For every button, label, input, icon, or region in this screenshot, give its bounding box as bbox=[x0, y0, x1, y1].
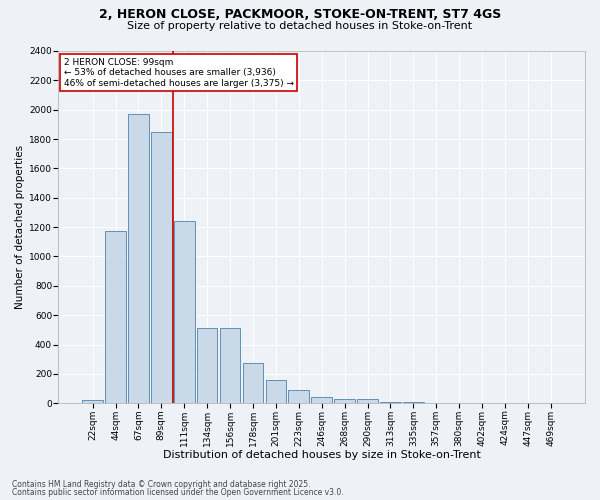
Text: Size of property relative to detached houses in Stoke-on-Trent: Size of property relative to detached ho… bbox=[127, 21, 473, 31]
Bar bbox=[82, 400, 103, 403]
Text: 2 HERON CLOSE: 99sqm
← 53% of detached houses are smaller (3,936)
46% of semi-de: 2 HERON CLOSE: 99sqm ← 53% of detached h… bbox=[64, 58, 293, 88]
Bar bbox=[426, 402, 446, 403]
Bar bbox=[357, 399, 378, 403]
Y-axis label: Number of detached properties: Number of detached properties bbox=[15, 145, 25, 309]
Bar bbox=[266, 380, 286, 403]
Bar bbox=[128, 114, 149, 403]
Bar bbox=[151, 132, 172, 403]
X-axis label: Distribution of detached houses by size in Stoke-on-Trent: Distribution of detached houses by size … bbox=[163, 450, 481, 460]
Bar bbox=[311, 396, 332, 403]
Bar bbox=[174, 220, 194, 403]
Bar bbox=[403, 402, 424, 403]
Bar bbox=[289, 390, 309, 403]
Text: Contains public sector information licensed under the Open Government Licence v3: Contains public sector information licen… bbox=[12, 488, 344, 497]
Bar bbox=[220, 328, 241, 403]
Bar bbox=[334, 399, 355, 403]
Text: Contains HM Land Registry data © Crown copyright and database right 2025.: Contains HM Land Registry data © Crown c… bbox=[12, 480, 311, 489]
Bar bbox=[197, 328, 217, 403]
Text: 2, HERON CLOSE, PACKMOOR, STOKE-ON-TRENT, ST7 4GS: 2, HERON CLOSE, PACKMOOR, STOKE-ON-TRENT… bbox=[99, 8, 501, 20]
Bar bbox=[242, 363, 263, 403]
Bar bbox=[380, 402, 401, 403]
Bar bbox=[105, 231, 126, 403]
